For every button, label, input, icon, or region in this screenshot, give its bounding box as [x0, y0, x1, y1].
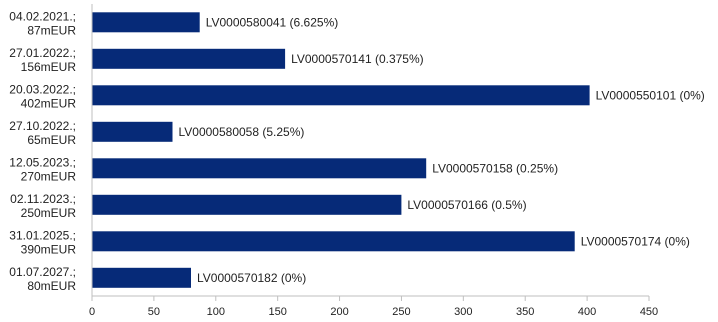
x-tick-label: 300 — [454, 306, 472, 318]
bar — [92, 194, 402, 215]
category-label: 27.10.2022.; 65mEUR — [9, 119, 76, 147]
data-label: LV0000570158 (0.25%) — [432, 161, 558, 175]
x-tick-label: 150 — [268, 306, 286, 318]
category-label-line: 402mEUR — [21, 96, 77, 110]
category-label: 20.03.2022.; 402mEUR — [9, 82, 76, 110]
data-label: LV0000570166 (0.5%) — [407, 198, 526, 212]
category-label: 01.07.2027.; 80mEUR — [9, 265, 76, 293]
category-label-line: 27.10.2022.; — [9, 119, 76, 133]
data-label: LV0000570174 (0%) — [581, 234, 690, 248]
category-label: 27.01.2022.; 156mEUR — [9, 46, 76, 74]
category-label-line: 04.02.2021.; — [9, 9, 76, 23]
data-label: LV0000580058 (5.25%) — [179, 125, 305, 139]
category-label: 31.01.2025.; 390mEUR — [9, 228, 76, 256]
category-label-line: 390mEUR — [21, 242, 77, 256]
category-label: 04.02.2021.; 87mEUR — [9, 9, 76, 37]
category-label-line: 12.05.2023.; — [9, 155, 76, 169]
category-label-line: 20.03.2022.; — [9, 82, 76, 96]
x-tick-label: 200 — [330, 306, 348, 318]
category-label-line: 02.11.2023.; — [10, 192, 76, 206]
category-label: 12.05.2023.; 270mEUR — [9, 155, 76, 183]
bar — [92, 48, 286, 69]
data-label: LV0000580041 (6.625%) — [206, 15, 339, 29]
bar — [92, 158, 427, 179]
bar — [92, 267, 191, 288]
x-tick-label: 400 — [578, 306, 596, 318]
x-tick-label: 0 — [89, 306, 95, 318]
data-label: LV0000570141 (0.375%) — [291, 52, 424, 66]
category-label: 02.11.2023.; 250mEUR — [10, 192, 76, 220]
x-tick-label: 250 — [392, 306, 410, 318]
category-label-line: 87mEUR — [27, 23, 76, 37]
bar — [92, 121, 173, 142]
x-tick-label: 100 — [207, 306, 225, 318]
data-label: LV0000550101 (0%) — [596, 88, 705, 102]
x-tick-label: 350 — [516, 306, 534, 318]
category-label-line: 250mEUR — [21, 206, 77, 220]
category-label-line: 27.01.2022.; — [9, 46, 76, 60]
bar — [92, 231, 575, 252]
x-tick-label: 50 — [148, 306, 160, 318]
category-label-line: 01.07.2027.; — [9, 265, 76, 279]
x-tick-label: 450 — [640, 306, 658, 318]
category-label-line: 156mEUR — [21, 60, 77, 74]
data-label: LV0000570182 (0%) — [197, 271, 306, 285]
category-label-line: 270mEUR — [21, 169, 77, 183]
category-label-line: 31.01.2025.; — [9, 228, 76, 242]
bar — [92, 12, 200, 33]
category-label-line: 65mEUR — [27, 133, 76, 147]
category-label-line: 80mEUR — [27, 279, 76, 293]
bar — [92, 85, 590, 106]
